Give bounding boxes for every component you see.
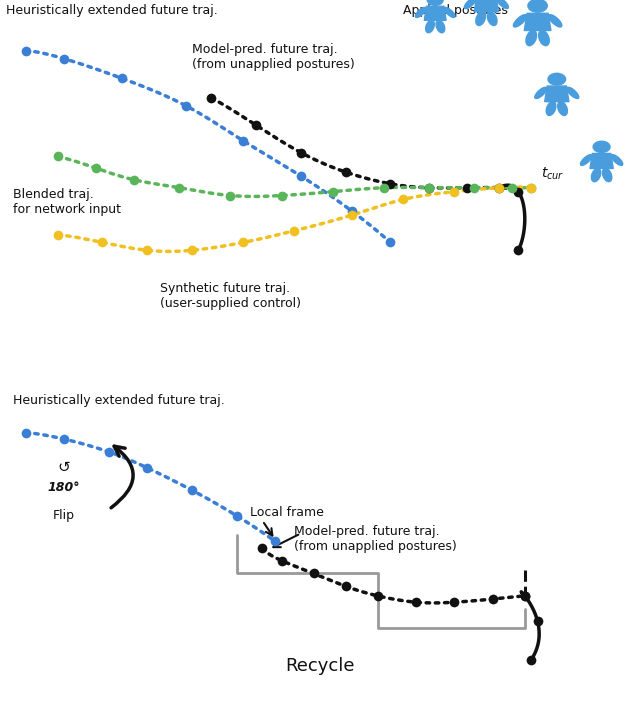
Ellipse shape bbox=[539, 31, 549, 46]
Polygon shape bbox=[424, 6, 446, 21]
Text: $t_{cur}$: $t_{cur}$ bbox=[541, 166, 564, 182]
Ellipse shape bbox=[465, 0, 476, 9]
Ellipse shape bbox=[567, 87, 579, 99]
Ellipse shape bbox=[428, 0, 443, 6]
Ellipse shape bbox=[426, 20, 435, 33]
Text: Model-pred. future traj.
(from unapplied postures): Model-pred. future traj. (from unapplied… bbox=[294, 525, 457, 553]
Text: Applied postures: Applied postures bbox=[403, 4, 508, 17]
Polygon shape bbox=[474, 0, 499, 11]
Text: Heuristically extended future traj.: Heuristically extended future traj. bbox=[13, 394, 225, 407]
Ellipse shape bbox=[548, 73, 566, 85]
Polygon shape bbox=[524, 14, 551, 31]
Ellipse shape bbox=[476, 11, 486, 26]
Text: Local frame: Local frame bbox=[250, 506, 323, 519]
Ellipse shape bbox=[487, 11, 497, 26]
Text: Synthetic future traj.
(user-supplied control): Synthetic future traj. (user-supplied co… bbox=[160, 282, 301, 309]
Ellipse shape bbox=[580, 154, 592, 166]
Ellipse shape bbox=[593, 141, 610, 153]
Ellipse shape bbox=[602, 169, 612, 182]
Ellipse shape bbox=[557, 102, 568, 115]
Polygon shape bbox=[590, 154, 613, 169]
Text: Blended traj.
for network input: Blended traj. for network input bbox=[13, 188, 121, 215]
Text: Heuristically extended future traj.: Heuristically extended future traj. bbox=[6, 4, 218, 17]
Text: Recycle: Recycle bbox=[285, 657, 355, 675]
Text: Model-pred. future traj.
(from unapplied postures): Model-pred. future traj. (from unapplied… bbox=[192, 43, 355, 71]
Ellipse shape bbox=[546, 102, 556, 115]
Ellipse shape bbox=[497, 0, 508, 9]
Ellipse shape bbox=[526, 31, 536, 46]
Ellipse shape bbox=[444, 7, 455, 18]
Ellipse shape bbox=[528, 0, 547, 12]
Ellipse shape bbox=[436, 20, 445, 33]
Text: Flip: Flip bbox=[53, 509, 75, 523]
Text: 180°: 180° bbox=[48, 481, 80, 493]
Ellipse shape bbox=[591, 169, 601, 182]
Ellipse shape bbox=[513, 15, 527, 27]
Polygon shape bbox=[545, 86, 569, 102]
Ellipse shape bbox=[611, 154, 623, 166]
Ellipse shape bbox=[548, 15, 562, 27]
Text: ↺: ↺ bbox=[58, 460, 70, 476]
Ellipse shape bbox=[415, 7, 426, 18]
Ellipse shape bbox=[535, 87, 547, 99]
